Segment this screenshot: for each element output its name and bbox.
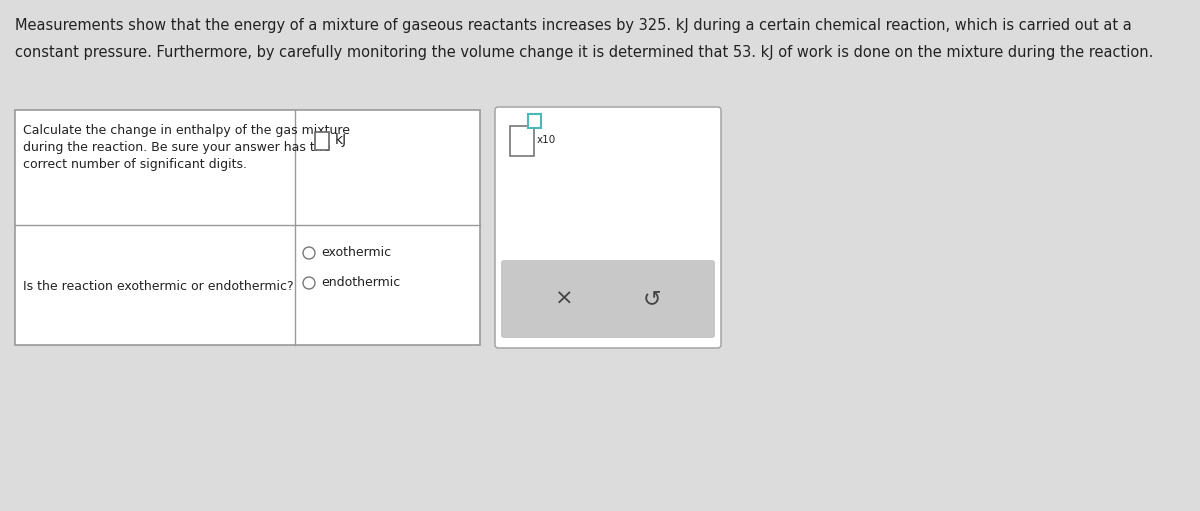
- Circle shape: [302, 247, 314, 259]
- Text: Is the reaction exothermic or endothermic?: Is the reaction exothermic or endothermi…: [23, 280, 294, 293]
- Text: during the reaction. Be sure your answer has the: during the reaction. Be sure your answer…: [23, 141, 330, 154]
- Bar: [14, 110, 480, 345]
- Bar: [528, 114, 541, 128]
- Text: endothermic: endothermic: [322, 276, 401, 290]
- Text: Measurements show that the energy of a mixture of gaseous reactants increases by: Measurements show that the energy of a m…: [14, 18, 1132, 33]
- Text: correct number of significant digits.: correct number of significant digits.: [23, 158, 247, 171]
- Text: exothermic: exothermic: [322, 246, 391, 260]
- Text: kJ: kJ: [335, 133, 347, 147]
- FancyBboxPatch shape: [496, 107, 721, 348]
- Text: x10: x10: [538, 135, 557, 145]
- Text: constant pressure. Furthermore, by carefully monitoring the volume change it is : constant pressure. Furthermore, by caref…: [14, 45, 1153, 60]
- Text: Calculate the change in enthalpy of the gas mixture: Calculate the change in enthalpy of the …: [23, 124, 350, 137]
- FancyBboxPatch shape: [502, 260, 715, 338]
- Text: ↺: ↺: [643, 289, 661, 309]
- Circle shape: [302, 277, 314, 289]
- Bar: [510, 126, 534, 156]
- Bar: [314, 132, 329, 150]
- Text: ×: ×: [554, 289, 574, 309]
